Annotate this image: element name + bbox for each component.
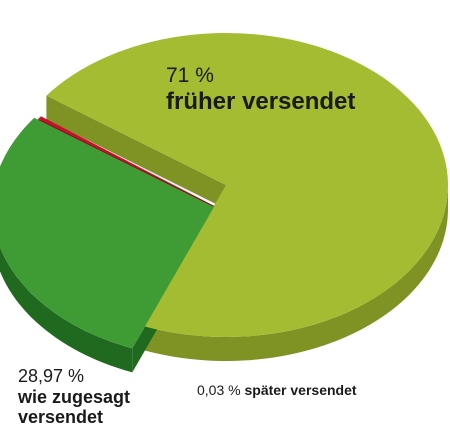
label-spaeter-versendet: 0,03 % später versendet <box>197 382 357 398</box>
pct-frueher-versendet: 71 % <box>166 64 214 87</box>
text-spaeter-versendet: später versendet <box>244 382 357 398</box>
slice-wie-zugesagt-rim <box>0 247 133 373</box>
pie-tops <box>0 33 449 349</box>
pct-wie-zugesagt: 28,97 % <box>18 366 85 386</box>
slice-spaeter-versendet <box>38 116 219 208</box>
text-wie-zugesagt: wie zugesagt versendet <box>18 386 131 428</box>
label-wie-zugesagt: 28,97 % wie zugesagt versendet <box>18 366 178 428</box>
slice-frueher-versendet-rim <box>144 184 448 361</box>
label-frueher-versendet: 71 % früher versendet <box>166 64 355 116</box>
slice-wie-zugesagt <box>0 117 214 349</box>
slice-frueher-versendet-wall-start <box>46 95 227 209</box>
slice-frueher-versendet <box>46 33 449 338</box>
pct-spaeter-versendet: 0,03 % <box>197 382 241 398</box>
text-frueher-versendet: früher versendet <box>166 88 356 116</box>
